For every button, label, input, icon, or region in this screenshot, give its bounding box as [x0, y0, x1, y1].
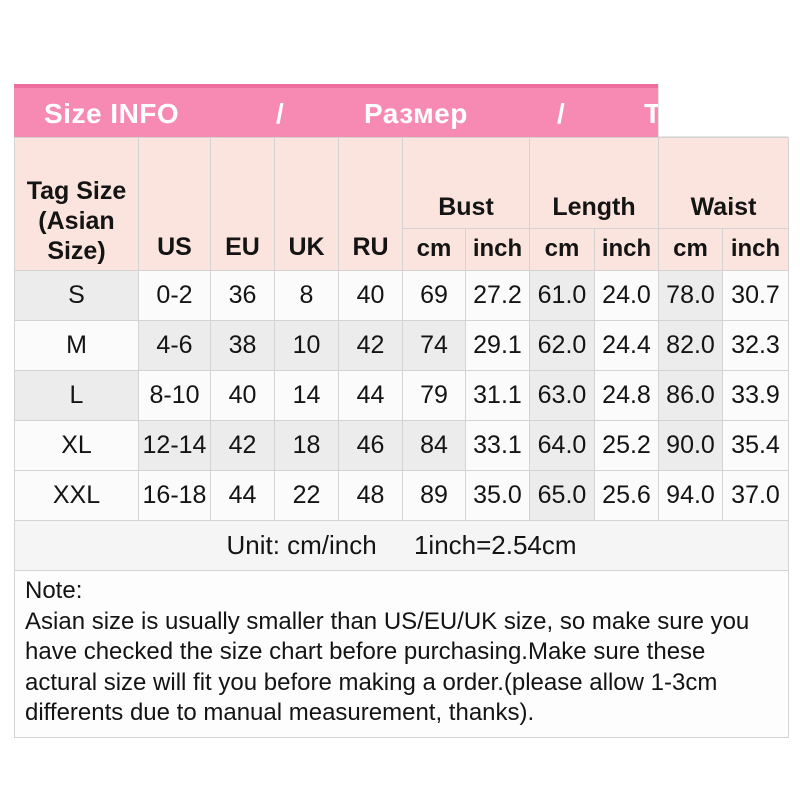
- bust-inch-cell: 33.1: [465, 420, 530, 471]
- waist-cm-header: cm: [658, 228, 724, 271]
- uk-size-cell: 10: [274, 320, 339, 371]
- bust-cm-header: cm: [402, 228, 466, 271]
- bust-header: Bust: [402, 137, 530, 229]
- waist-inch-cell: 33.9: [722, 370, 790, 421]
- table-row-l: L 8-10 40 14 44 79 31.1 63.0 24.8 86.0 3…: [14, 370, 790, 421]
- us-size-cell: 16-18: [138, 470, 211, 521]
- uk-size-cell: 8: [274, 270, 339, 321]
- ru-size-cell: 40: [338, 270, 403, 321]
- waist-cm-cell: 86.0: [658, 370, 724, 421]
- tag-size-cell: M: [14, 320, 139, 371]
- us-header: US: [138, 137, 211, 271]
- banner-row: Size INFO / Размер / T: [14, 84, 788, 137]
- ru-size-cell: 48: [338, 470, 403, 521]
- length-inch-cell: 25.2: [593, 420, 660, 471]
- unit-label: Unit: cm/inch: [226, 530, 377, 560]
- table-row-xl: XL 12-14 42 18 46 84 33.1 64.0 25.2 90.0…: [14, 420, 790, 471]
- ru-size-cell: 44: [338, 370, 403, 421]
- note-row: Note: Asian size is usually smaller than…: [13, 570, 790, 738]
- eu-size-cell: 40: [210, 370, 275, 421]
- waist-cm-cell: 78.0: [658, 270, 724, 321]
- unit-conversion: 1inch=2.54cm: [413, 530, 577, 560]
- bust-inch-cell: 27.2: [465, 270, 530, 321]
- length-inch-cell: 25.6: [593, 470, 660, 521]
- length-inch-cell: 24.0: [593, 270, 660, 321]
- bust-inch-cell: 29.1: [465, 320, 530, 371]
- size-chart-sheet: Size INFO / Размер / T Tag Size (Asian S…: [13, 84, 790, 738]
- size-table: Tag Size (Asian Size) US EU UK RU Bust L…: [13, 137, 790, 738]
- waist-cm-cell: 94.0: [658, 470, 724, 521]
- waist-inch-cell: 35.4: [722, 420, 790, 471]
- length-header: Length: [528, 137, 660, 229]
- length-cm-header: cm: [529, 228, 595, 271]
- length-cm-cell: 65.0: [529, 470, 595, 521]
- tag-size-cell: S: [14, 270, 139, 321]
- note-text: differents due to manual measurement, th…: [25, 699, 535, 726]
- tag-size-header: Tag Size (Asian Size): [14, 137, 139, 271]
- eu-size-cell: 38: [210, 320, 275, 371]
- uk-size-cell: 18: [274, 420, 339, 471]
- bust-inch-cell: 35.0: [465, 470, 530, 521]
- ru-size-cell: 42: [338, 320, 403, 371]
- banner-white-overlay: [658, 84, 788, 137]
- tag-size-cell: XL: [14, 420, 139, 471]
- note-text: have checked the size chart before purch…: [25, 638, 706, 665]
- eu-header: EU: [210, 137, 275, 271]
- us-size-cell: 8-10: [138, 370, 211, 421]
- bust-cm-cell: 74: [402, 320, 466, 371]
- banner-title-ru: Размер: [364, 98, 468, 129]
- uk-size-cell: 22: [274, 470, 339, 521]
- us-size-cell: 12-14: [138, 420, 211, 471]
- banner-separator: /: [557, 98, 566, 129]
- eu-size-cell: 36: [210, 270, 275, 321]
- table-row-s: S 0-2 36 8 40 69 27.2 61.0 24.0 78.0 30.…: [14, 270, 790, 321]
- ru-header: RU: [338, 137, 403, 271]
- waist-inch-cell: 30.7: [722, 270, 790, 321]
- banner-title-en: Size INFO: [44, 98, 180, 129]
- length-inch-cell: 24.4: [593, 320, 660, 371]
- tag-size-cell: XXL: [14, 470, 139, 521]
- length-cm-cell: 63.0: [529, 370, 595, 421]
- bust-cm-cell: 69: [402, 270, 466, 321]
- banner-title-truncated: T: [644, 98, 658, 130]
- table-row-m: M 4-6 38 10 42 74 29.1 62.0 24.4 82.0 32…: [14, 320, 790, 371]
- length-cm-cell: 62.0: [529, 320, 595, 371]
- size-info-banner: Size INFO / Размер / T: [14, 84, 658, 137]
- bust-cm-cell: 84: [402, 420, 466, 471]
- ru-size-cell: 46: [338, 420, 403, 471]
- bust-cm-cell: 79: [402, 370, 466, 421]
- unit-row: Unit: cm/inch 1inch=2.54cm: [13, 520, 790, 571]
- us-size-cell: 0-2: [138, 270, 211, 321]
- waist-header: Waist: [658, 137, 790, 229]
- bust-cm-cell: 89: [402, 470, 466, 521]
- waist-cm-cell: 82.0: [658, 320, 724, 371]
- uk-header: UK: [274, 137, 339, 271]
- waist-inch-header: inch: [722, 228, 790, 271]
- length-inch-cell: 24.8: [593, 370, 660, 421]
- table-row-xxl: XXL 16-18 44 22 48 89 35.0 65.0 25.6 94.…: [14, 470, 790, 521]
- length-cm-cell: 64.0: [529, 420, 595, 471]
- eu-size-cell: 44: [210, 470, 275, 521]
- bust-inch-header: inch: [465, 228, 530, 271]
- waist-inch-cell: 32.3: [722, 320, 790, 371]
- uk-size-cell: 14: [274, 370, 339, 421]
- length-inch-header: inch: [593, 228, 660, 271]
- bust-inch-cell: 31.1: [465, 370, 530, 421]
- note-heading: Note:: [25, 577, 83, 604]
- banner-separator: /: [276, 98, 285, 129]
- waist-inch-cell: 37.0: [722, 470, 790, 521]
- note-text: actural size will fit you before making …: [25, 668, 718, 696]
- eu-size-cell: 42: [210, 420, 275, 471]
- length-cm-cell: 61.0: [529, 270, 595, 321]
- us-size-cell: 4-6: [138, 320, 211, 371]
- tag-size-cell: L: [14, 370, 139, 421]
- waist-cm-cell: 90.0: [658, 420, 724, 471]
- note-text: Asian size is usually smaller than US/EU…: [25, 607, 750, 635]
